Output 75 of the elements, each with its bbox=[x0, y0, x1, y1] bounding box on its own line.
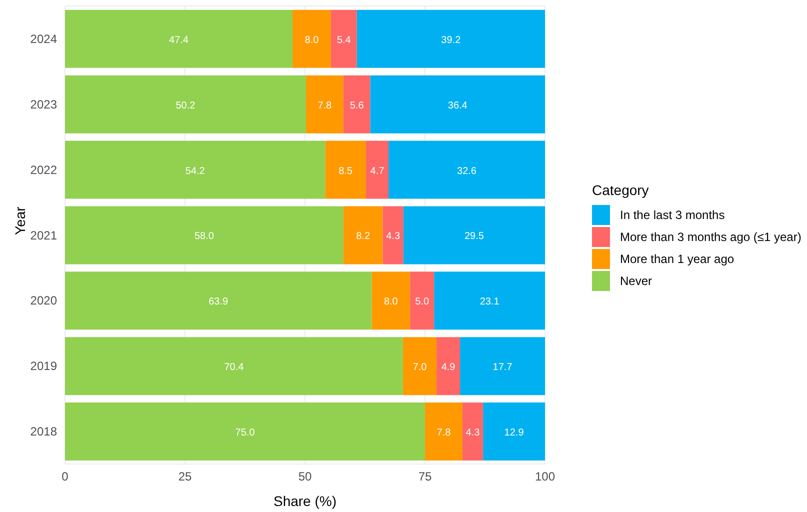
data-label: 4.7 bbox=[370, 166, 385, 177]
data-label: 7.8 bbox=[318, 100, 332, 112]
legend-title: Category bbox=[592, 182, 650, 198]
bar bbox=[483, 402, 545, 460]
bar bbox=[292, 10, 331, 68]
bar bbox=[65, 206, 344, 264]
data-label: 7.0 bbox=[412, 362, 428, 374]
data-label: 75.0 bbox=[235, 427, 256, 438]
bar bbox=[388, 140, 545, 199]
bar bbox=[343, 75, 370, 134]
bar bbox=[425, 402, 462, 460]
legend-label: More than 1 year ago bbox=[620, 252, 734, 266]
bar bbox=[325, 140, 366, 199]
bar bbox=[403, 206, 545, 264]
data-label: 8.0 bbox=[384, 296, 398, 308]
data-label: 32.6 bbox=[457, 166, 477, 177]
x-tick-label: 25 bbox=[178, 470, 192, 484]
bar bbox=[343, 206, 383, 264]
bar bbox=[402, 337, 437, 396]
data-label: 36.4 bbox=[448, 100, 468, 112]
data-label: 5.6 bbox=[350, 100, 364, 112]
bar bbox=[372, 272, 410, 330]
data-label: 7.8 bbox=[436, 427, 452, 438]
data-label: 23.1 bbox=[480, 296, 500, 308]
bar bbox=[65, 272, 372, 330]
bar bbox=[65, 75, 306, 134]
legend-label: In the last 3 months bbox=[620, 208, 725, 222]
y-tick-label: 2021 bbox=[30, 228, 58, 242]
y-tick-label: 2024 bbox=[30, 32, 58, 46]
data-label: 63.9 bbox=[208, 296, 229, 308]
y-tick-label: 2020 bbox=[30, 294, 58, 308]
legend-label: More than 3 months ago (≤1 year) bbox=[620, 230, 802, 244]
data-label: 5.0 bbox=[415, 296, 430, 308]
data-label: 4.3 bbox=[386, 231, 400, 242]
data-label: 12.9 bbox=[504, 427, 524, 438]
y-tick-label: 2022 bbox=[30, 162, 58, 177]
y-tick-label: 2018 bbox=[30, 424, 58, 439]
bar bbox=[356, 10, 545, 68]
data-label: 8.0 bbox=[304, 34, 320, 46]
bar bbox=[410, 272, 434, 330]
data-label: 50.2 bbox=[176, 100, 196, 112]
data-label: 58.0 bbox=[194, 231, 214, 242]
bar bbox=[460, 337, 545, 396]
data-label: 8.5 bbox=[338, 166, 353, 177]
data-label: 54.2 bbox=[185, 166, 206, 177]
bar bbox=[436, 337, 460, 396]
x-tick-label: 75 bbox=[418, 470, 432, 484]
x-tick-label: 0 bbox=[62, 470, 69, 484]
bar bbox=[65, 337, 403, 396]
x-tick-label: 50 bbox=[298, 470, 312, 484]
bar bbox=[65, 402, 425, 460]
data-label: 8.2 bbox=[356, 231, 370, 242]
bar bbox=[65, 10, 293, 68]
data-label: 4.3 bbox=[466, 427, 480, 438]
bar bbox=[366, 140, 389, 199]
bar bbox=[306, 75, 344, 134]
x-axis-title: Share (%) bbox=[273, 493, 337, 509]
data-label: 17.7 bbox=[492, 362, 513, 374]
bar bbox=[462, 402, 484, 460]
data-label: 5.4 bbox=[336, 34, 352, 46]
data-label: 47.4 bbox=[169, 34, 189, 46]
y-tick-label: 2019 bbox=[30, 359, 58, 374]
bar bbox=[330, 10, 357, 68]
y-axis-title: Year bbox=[12, 206, 28, 235]
x-tick-label: 100 bbox=[534, 470, 556, 484]
bar bbox=[434, 272, 545, 330]
bar bbox=[65, 140, 326, 199]
bar bbox=[382, 206, 404, 264]
data-label: 29.5 bbox=[464, 231, 484, 242]
data-label: 39.2 bbox=[441, 34, 462, 46]
legend-label: Never bbox=[620, 274, 652, 288]
data-label: 4.9 bbox=[441, 362, 456, 374]
bar bbox=[370, 75, 545, 134]
y-tick-label: 2023 bbox=[30, 97, 58, 112]
data-label: 70.4 bbox=[224, 362, 244, 374]
